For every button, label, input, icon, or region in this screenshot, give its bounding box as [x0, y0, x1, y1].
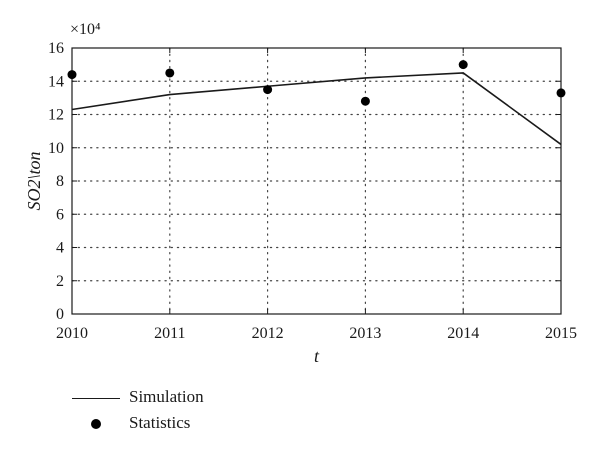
- y-scale-multiplier: ×10⁴: [70, 21, 101, 38]
- y-tick-label: 0: [56, 306, 64, 323]
- y-tick-label: 4: [56, 240, 64, 257]
- legend-item-simulation: Simulation: [72, 386, 372, 412]
- dot-marker-icon: [91, 419, 101, 429]
- series-layer: [67, 60, 566, 146]
- x-tick-label: 2013: [349, 325, 381, 342]
- legend-label-statistics: Statistics: [129, 413, 191, 432]
- line-swatch-icon: [72, 398, 120, 399]
- legend-item-statistics: Statistics: [72, 412, 372, 438]
- x-tick-label: 2011: [154, 325, 185, 342]
- legend: Simulation Statistics: [72, 386, 372, 438]
- series-line-simulation: [71, 72, 562, 146]
- data-point-statistics: [556, 88, 566, 98]
- x-tick-label: 2010: [56, 325, 88, 342]
- grid: [71, 47, 562, 315]
- y-axis-label: SO2\ton: [24, 151, 44, 210]
- x-axis-label: t: [314, 346, 320, 366]
- y-tick-label: 10: [48, 140, 64, 157]
- y-tick-label: 2: [56, 273, 64, 290]
- x-tick-label: 2012: [252, 325, 284, 342]
- axis-ticks: 2010 2011 2012 2013 2014 2015 0 2 4 6 8 10 12 14 16: [48, 40, 577, 342]
- y-tick-label: 16: [48, 40, 64, 57]
- data-point-statistics: [263, 85, 273, 95]
- x-tick-label: 2014: [447, 325, 479, 342]
- data-point-statistics: [67, 70, 77, 80]
- data-point-statistics: [360, 96, 370, 106]
- legend-label-simulation: Simulation: [129, 387, 204, 406]
- y-tick-label: 14: [48, 73, 64, 90]
- x-tick-label: 2015: [545, 325, 577, 342]
- y-tick-label: 8: [56, 173, 64, 190]
- data-point-statistics: [165, 68, 175, 78]
- y-tick-label: 6: [56, 206, 64, 223]
- y-tick-label: 12: [48, 107, 64, 124]
- data-point-statistics: [458, 60, 468, 70]
